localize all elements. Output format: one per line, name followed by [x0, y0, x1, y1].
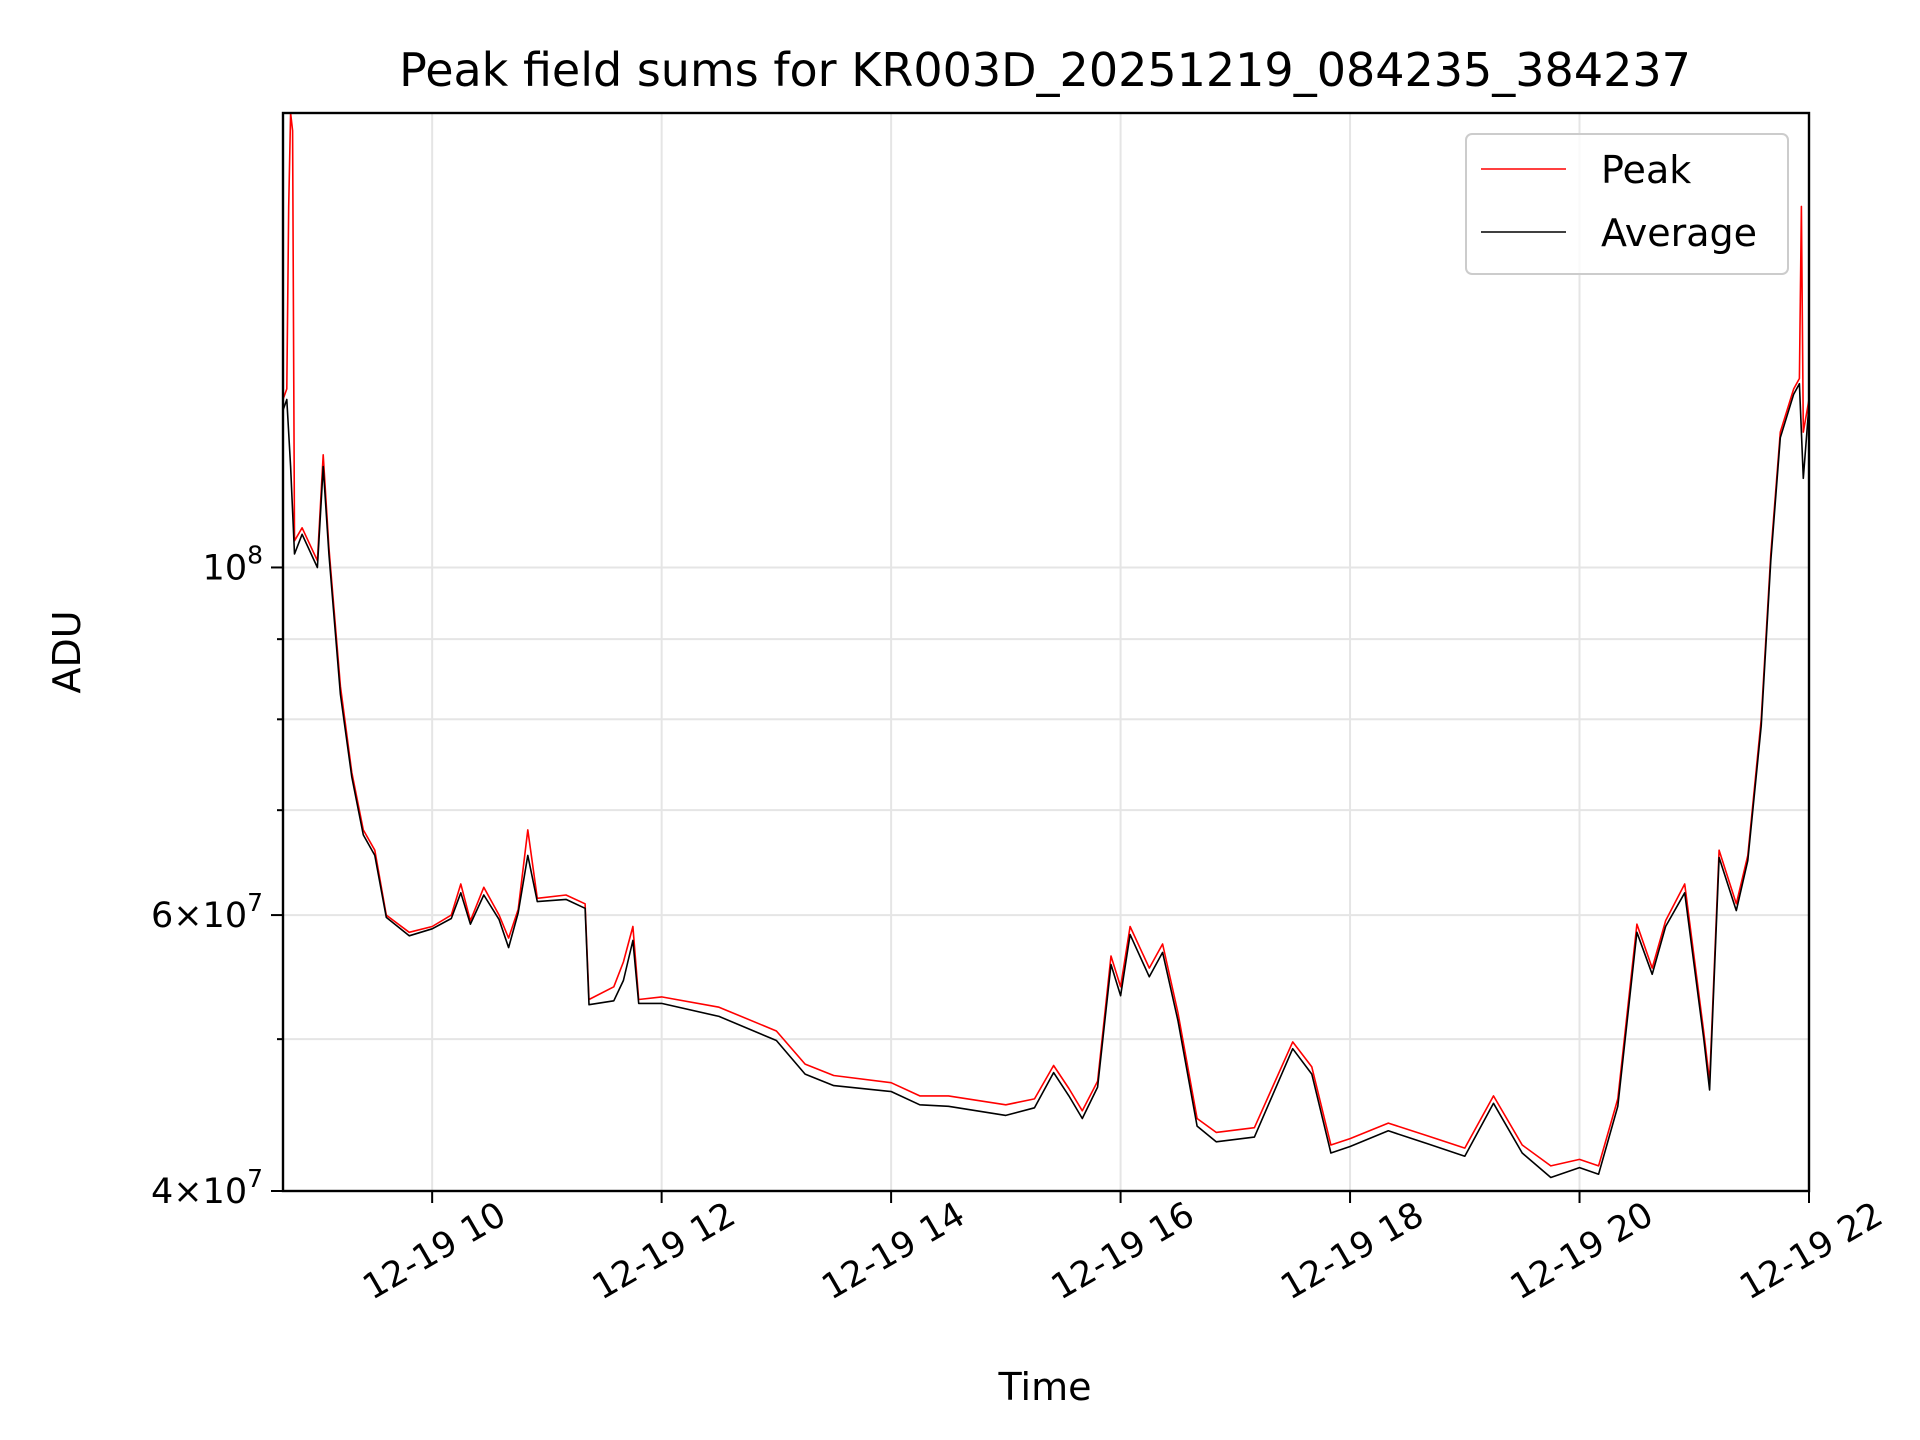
y-tick-label: 108	[203, 540, 263, 588]
y-axis-label: ADU	[45, 610, 89, 693]
x-axis-label: Time	[998, 1365, 1092, 1409]
y-tick-label: 6×107	[151, 888, 263, 936]
legend: Peak Average	[1465, 133, 1789, 275]
plot-frame	[281, 111, 1811, 1193]
series-line-peak	[282, 112, 1810, 1167]
chart-title: Peak field sums for KR003D_20251219_0842…	[399, 43, 1691, 97]
series-layer	[282, 112, 1810, 1179]
legend-peak-label: Peak	[1601, 148, 1691, 192]
y-tick-label: 4×107	[151, 1164, 263, 1212]
series-line-average	[282, 382, 1810, 1179]
legend-average-label: Average	[1601, 211, 1757, 255]
